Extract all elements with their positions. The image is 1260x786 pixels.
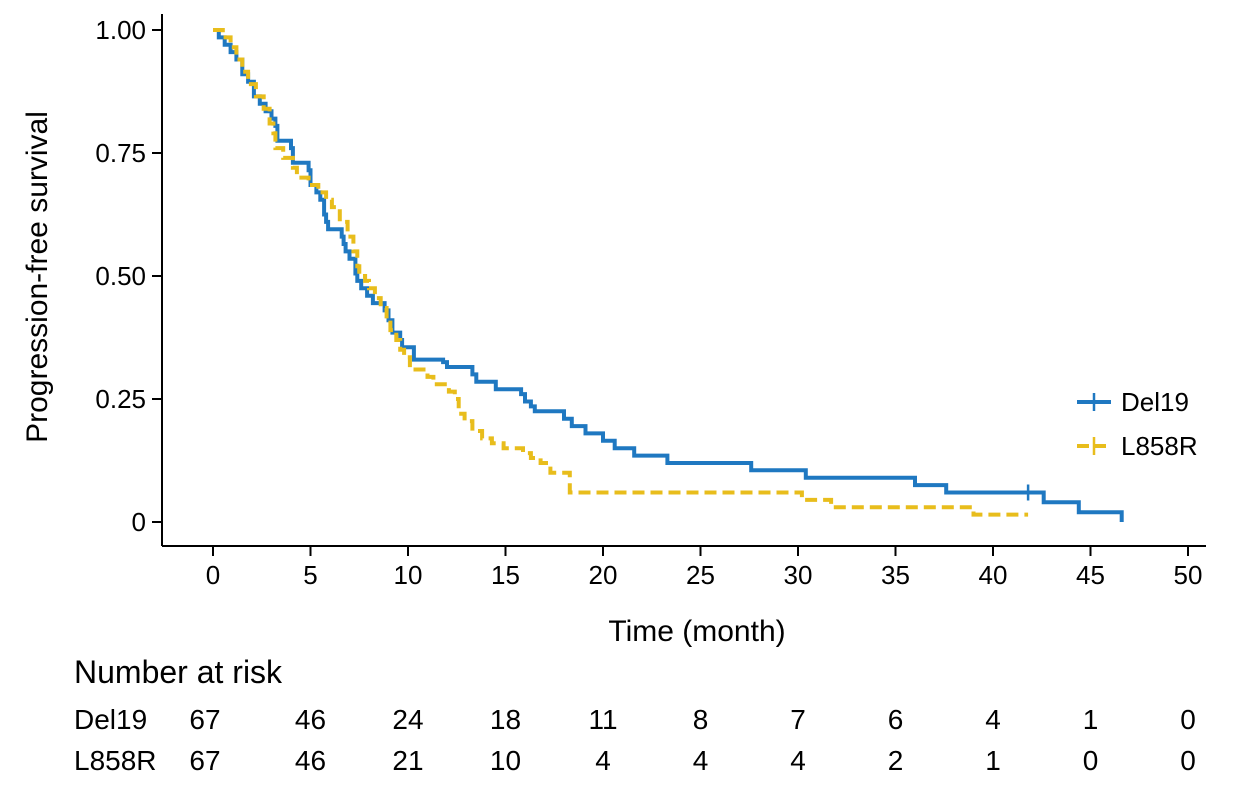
risk-count: 67: [189, 745, 220, 776]
risk-count: 18: [490, 704, 521, 735]
risk-count: 8: [693, 704, 709, 735]
risk-count: 10: [490, 745, 521, 776]
y-tick-label: 0.25: [95, 384, 146, 414]
legend-label-del19: Del19: [1121, 387, 1189, 417]
x-tick-label: 25: [686, 560, 715, 590]
x-tick-label: 30: [784, 560, 813, 590]
risk-count: 11: [588, 704, 617, 735]
x-tick-label: 5: [303, 560, 317, 590]
risk-count: 1: [985, 745, 1001, 776]
x-axis-label: Time (month): [608, 615, 785, 648]
risk-count: 46: [295, 704, 326, 735]
risk-count: 21: [392, 745, 423, 776]
y-tick-label: 0.50: [95, 261, 146, 291]
y-tick-label: 1.00: [95, 15, 146, 45]
risk-count: 0: [1083, 745, 1099, 776]
x-tick-label: 20: [589, 560, 618, 590]
risk-table-title: Number at risk: [74, 654, 283, 690]
risk-count: 0: [1180, 745, 1196, 776]
y-axis: 0 0.25 0.50 0.75 1.00: [95, 14, 163, 546]
y-tick-label: 0: [132, 507, 146, 537]
risk-row-label-l858r: L858R: [74, 745, 157, 776]
censor-mark-del19: [1020, 484, 1037, 501]
risk-count: 67: [189, 704, 220, 735]
series-line-del19: [213, 28, 1124, 522]
risk-count: 6: [888, 704, 904, 735]
risk-count: 1: [1083, 704, 1099, 735]
y-axis-label: Progression-free survival: [21, 111, 54, 443]
x-tick-label: 40: [979, 560, 1008, 590]
plot-area: [213, 28, 1124, 522]
risk-table: Number at risk Del19 67 46 24 18 11 8 7 6 4 1 0L858…: [74, 654, 1196, 776]
legend: Del19 L858R: [1077, 387, 1198, 461]
x-tick-label: 0: [206, 560, 220, 590]
risk-count: 46: [295, 745, 326, 776]
risk-count: 0: [1180, 704, 1196, 735]
risk-count: 24: [392, 704, 423, 735]
series-line-l858r: [213, 28, 1029, 517]
x-tick-label: 10: [394, 560, 423, 590]
risk-count: 4: [693, 745, 709, 776]
risk-count: 4: [985, 704, 1001, 735]
x-tick-label: 35: [881, 560, 910, 590]
risk-count: 4: [595, 745, 611, 776]
risk-count: 2: [888, 745, 904, 776]
risk-count: 7: [790, 704, 806, 735]
risk-count: 4: [790, 745, 806, 776]
risk-row-label-del19: Del19: [74, 704, 147, 735]
x-tick-label: 50: [1174, 560, 1203, 590]
x-axis: 0 5 10 15 20 25 30 35 40 45 50: [162, 545, 1206, 590]
legend-label-l858r: L858R: [1121, 431, 1198, 461]
y-tick-label: 0.75: [95, 138, 146, 168]
x-tick-label: 45: [1076, 560, 1105, 590]
x-tick-label: 15: [491, 560, 520, 590]
